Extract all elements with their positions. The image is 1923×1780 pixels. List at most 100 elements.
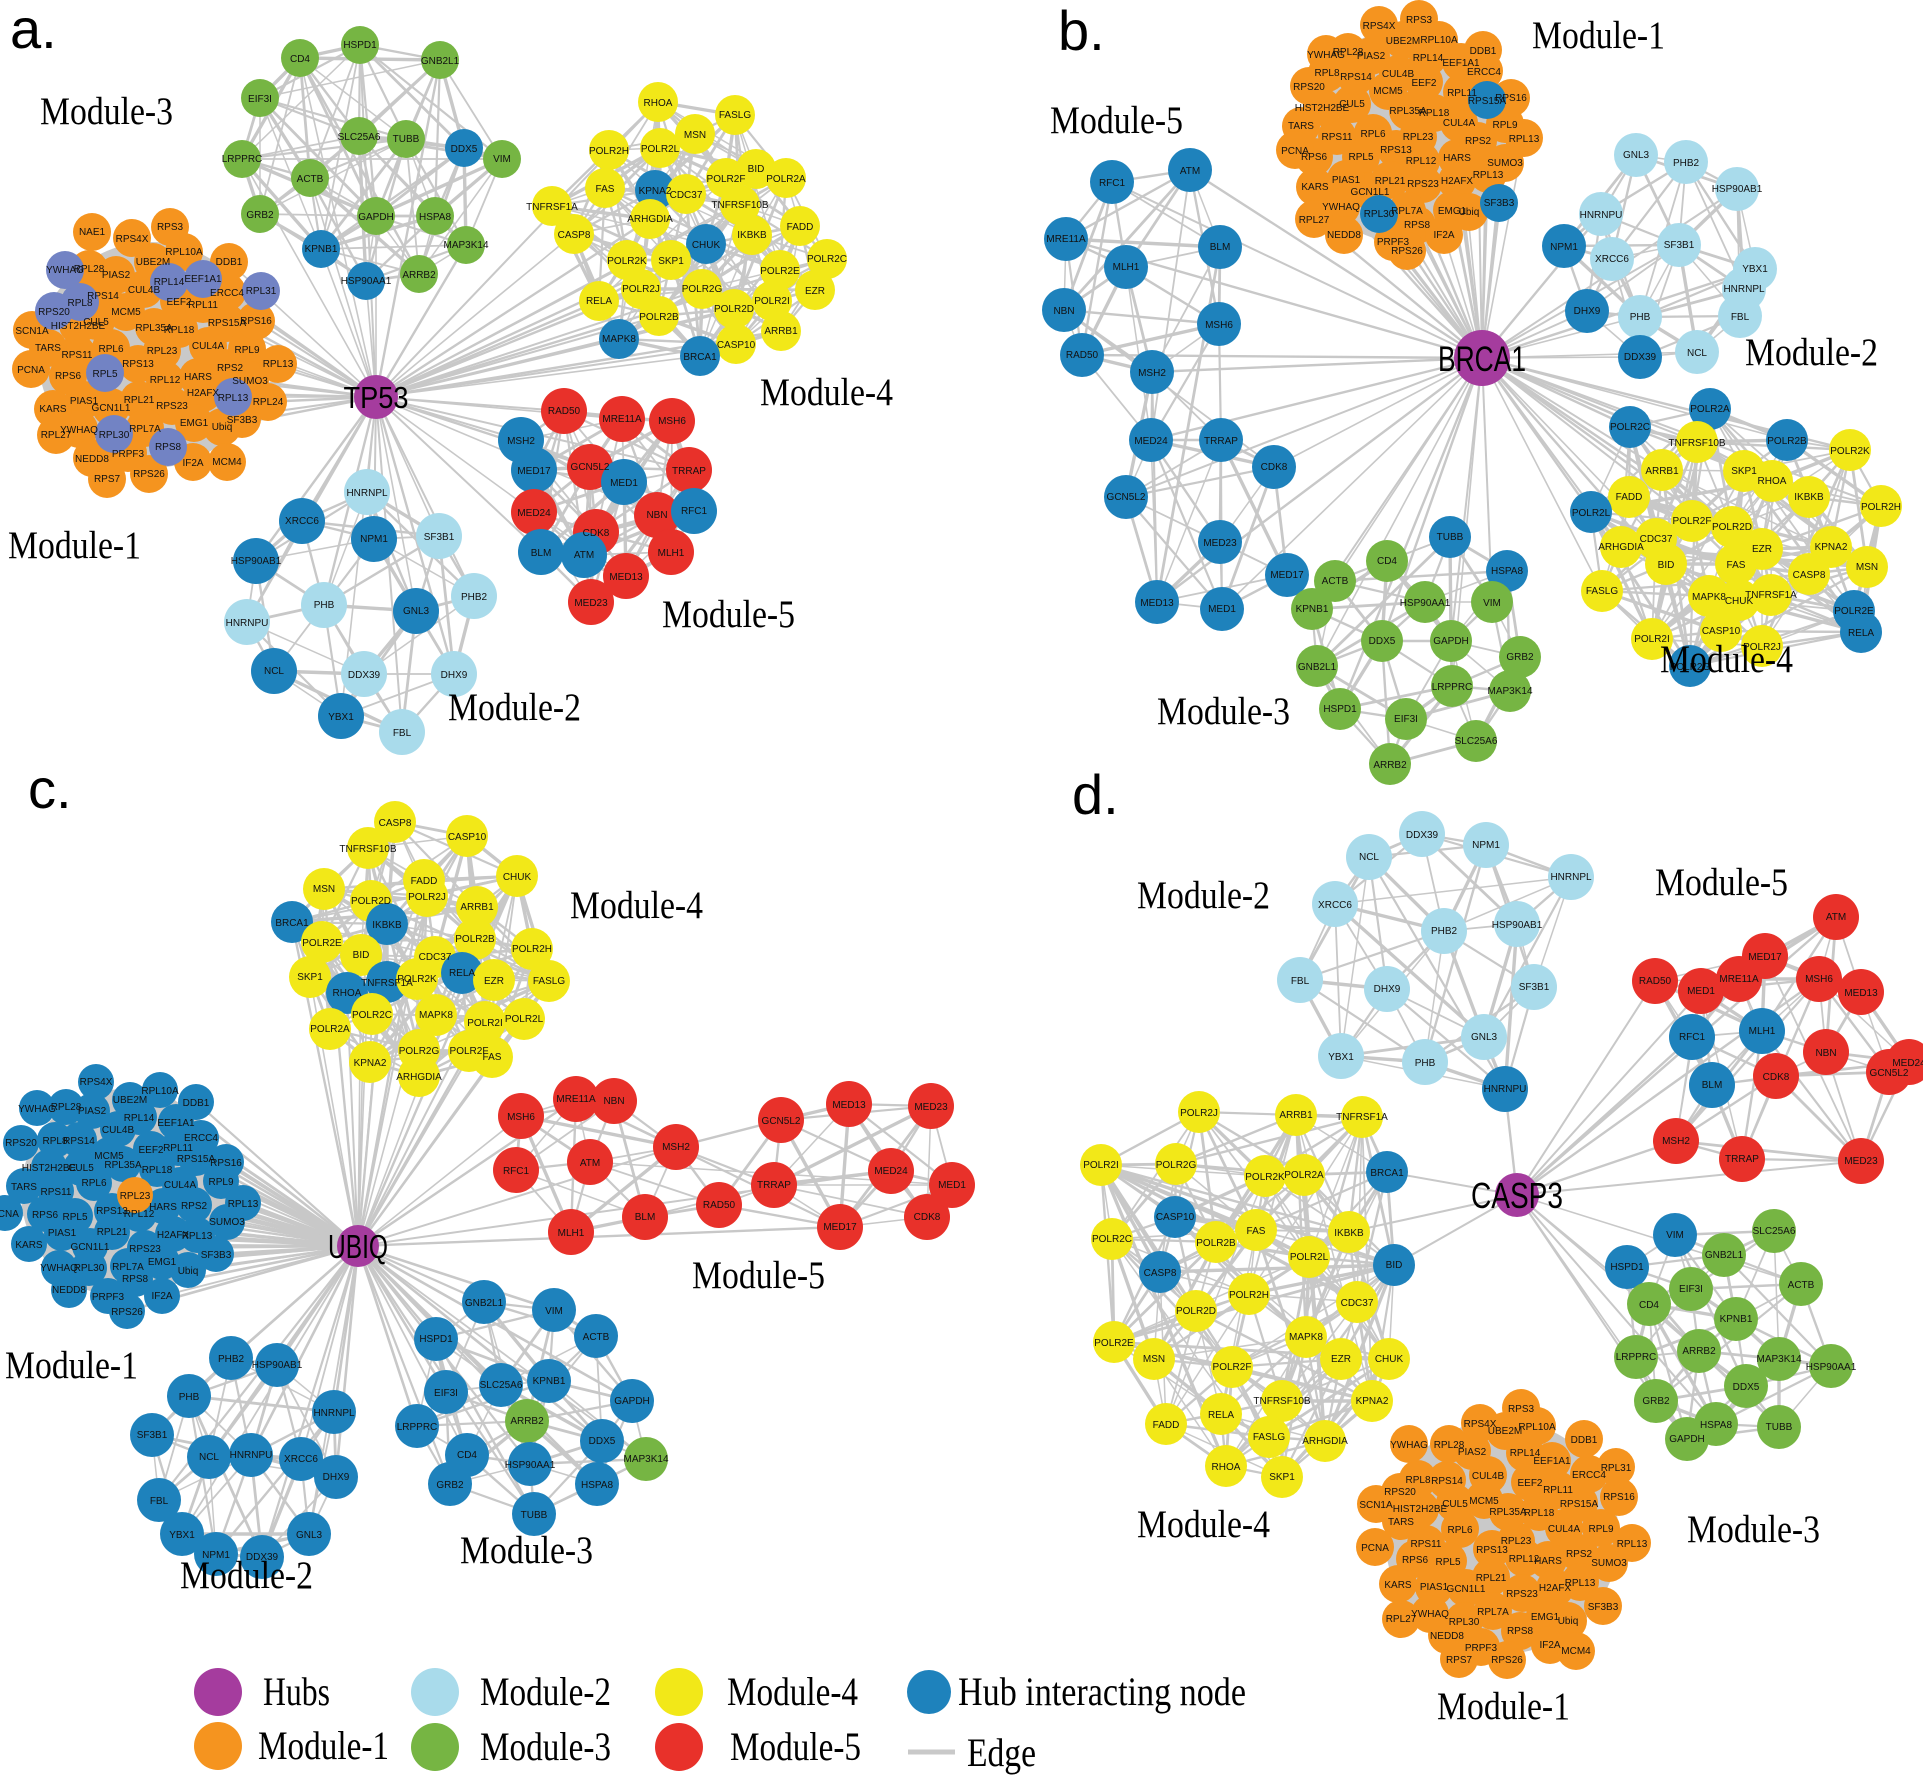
svg-text:HIST2H2BE: HIST2H2BE — [51, 321, 106, 332]
svg-text:HSPA8: HSPA8 — [581, 1480, 613, 1491]
svg-text:RPS14: RPS14 — [63, 1136, 95, 1147]
svg-text:POLR2C: POLR2C — [807, 254, 847, 265]
svg-text:IF2A: IF2A — [151, 1291, 172, 1302]
svg-text:GAPDH: GAPDH — [614, 1396, 650, 1407]
svg-text:SF3B1: SF3B1 — [424, 532, 455, 543]
svg-text:RPL9: RPL9 — [234, 345, 259, 356]
svg-text:CUL4A: CUL4A — [164, 1180, 197, 1191]
svg-text:Module-5: Module-5 — [662, 593, 795, 636]
svg-text:RPL28: RPL28 — [1333, 47, 1364, 58]
svg-text:RPS26: RPS26 — [1491, 1655, 1523, 1666]
svg-text:SLC25A6: SLC25A6 — [338, 132, 381, 143]
svg-text:MED13: MED13 — [1140, 598, 1174, 609]
svg-text:SUMO3: SUMO3 — [232, 376, 268, 387]
svg-text:GNL3: GNL3 — [1471, 1032, 1498, 1043]
svg-text:RPL23: RPL23 — [1403, 132, 1434, 143]
svg-text:NBN: NBN — [1815, 1048, 1836, 1059]
svg-text:CDK8: CDK8 — [1763, 1072, 1790, 1083]
svg-text:RPS7: RPS7 — [94, 474, 121, 485]
svg-text:KPNB1: KPNB1 — [533, 1376, 566, 1387]
svg-text:GAPDH: GAPDH — [1669, 1434, 1705, 1445]
svg-text:RPL12: RPL12 — [1406, 156, 1437, 167]
svg-text:RPS11: RPS11 — [62, 350, 93, 361]
svg-text:ERCC4: ERCC4 — [184, 1133, 218, 1144]
svg-text:Ubiq: Ubiq — [178, 1266, 199, 1277]
svg-text:POLR2G: POLR2G — [1156, 1160, 1197, 1171]
svg-text:Module-3: Module-3 — [480, 1724, 611, 1769]
svg-text:EEF2: EEF2 — [1411, 78, 1436, 89]
svg-text:RPL11: RPL11 — [163, 1143, 193, 1154]
svg-text:RPS6: RPS6 — [32, 1210, 59, 1221]
svg-text:BLM: BLM — [1210, 242, 1231, 253]
svg-text:FADD: FADD — [1616, 492, 1643, 503]
svg-text:DHX9: DHX9 — [441, 670, 468, 681]
svg-text:XRCC6: XRCC6 — [285, 516, 319, 527]
svg-text:RPL11: RPL11 — [1447, 88, 1477, 99]
svg-text:RPS2: RPS2 — [181, 1201, 208, 1212]
svg-text:RPL7A: RPL7A — [1391, 206, 1423, 217]
svg-text:Module-2: Module-2 — [448, 686, 581, 729]
svg-text:HNRNPL: HNRNPL — [313, 1408, 355, 1419]
svg-text:ARHGDIA: ARHGDIA — [1302, 1436, 1348, 1447]
svg-text:SKP1: SKP1 — [1269, 1472, 1295, 1483]
svg-text:HSPD1: HSPD1 — [419, 1334, 453, 1345]
svg-text:DDX39: DDX39 — [1624, 352, 1657, 363]
svg-text:TUBB: TUBB — [1437, 532, 1464, 543]
svg-text:RPL5: RPL5 — [62, 1212, 87, 1223]
svg-text:POLR2E: POLR2E — [1834, 606, 1874, 617]
svg-text:H2AFX: H2AFX — [1539, 1583, 1572, 1594]
svg-text:RPS15A: RPS15A — [1560, 1499, 1599, 1510]
svg-text:RPS11: RPS11 — [41, 1187, 72, 1198]
svg-text:RPL21: RPL21 — [97, 1227, 128, 1238]
svg-text:NBN: NBN — [1053, 306, 1074, 317]
svg-text:RPS2: RPS2 — [217, 363, 244, 374]
svg-text:SF3B3: SF3B3 — [201, 1250, 232, 1261]
svg-text:RPL24: RPL24 — [253, 397, 284, 408]
svg-text:CHUK: CHUK — [692, 240, 721, 251]
svg-text:SKP1: SKP1 — [658, 256, 684, 267]
svg-text:MRE11A: MRE11A — [1719, 974, 1759, 985]
svg-text:SLC25A6: SLC25A6 — [1753, 1226, 1796, 1237]
svg-text:YWHAQ: YWHAQ — [60, 425, 98, 436]
svg-text:SLC25A6: SLC25A6 — [1455, 736, 1498, 747]
svg-text:TUBB: TUBB — [1766, 1422, 1793, 1433]
svg-text:MAPK8: MAPK8 — [1692, 592, 1726, 603]
svg-text:HSP90AB1: HSP90AB1 — [1712, 184, 1763, 195]
svg-text:POLR2J: POLR2J — [1743, 642, 1781, 653]
svg-text:Edge: Edge — [967, 1730, 1036, 1775]
svg-text:TRRAP: TRRAP — [1725, 1154, 1759, 1165]
svg-text:RPL14: RPL14 — [1413, 53, 1444, 64]
svg-text:GCN1L1: GCN1L1 — [71, 1242, 110, 1253]
svg-text:RPL27: RPL27 — [1299, 215, 1330, 226]
svg-text:RPS4X: RPS4X — [80, 1077, 113, 1088]
svg-text:FASLG: FASLG — [533, 976, 565, 987]
svg-text:PIAS2: PIAS2 — [1458, 1447, 1487, 1458]
svg-text:RPS26: RPS26 — [111, 1307, 143, 1318]
svg-text:TP53: TP53 — [344, 380, 409, 415]
svg-text:CDC37: CDC37 — [1341, 1298, 1374, 1309]
svg-text:RPL13: RPL13 — [228, 1199, 259, 1210]
svg-text:POLR2F: POLR2F — [450, 1046, 489, 1057]
svg-text:POLR2D: POLR2D — [1712, 522, 1752, 533]
svg-text:RPL30: RPL30 — [1364, 209, 1395, 220]
svg-text:SF3B1: SF3B1 — [1664, 240, 1695, 251]
svg-text:RPL7A: RPL7A — [112, 1262, 144, 1273]
svg-text:MRE11A: MRE11A — [556, 1094, 596, 1105]
svg-text:DDX39: DDX39 — [348, 670, 381, 681]
svg-text:CDC37: CDC37 — [1640, 534, 1673, 545]
svg-text:HSPD1: HSPD1 — [1323, 704, 1357, 715]
svg-text:PRPF3: PRPF3 — [92, 1292, 125, 1303]
svg-text:Module-1: Module-1 — [258, 1723, 389, 1768]
svg-text:RPS26: RPS26 — [1391, 246, 1423, 257]
svg-text:ARRB2: ARRB2 — [402, 270, 436, 281]
svg-text:BID: BID — [353, 950, 370, 961]
svg-text:RPL8: RPL8 — [1314, 68, 1339, 79]
svg-text:RPS8: RPS8 — [155, 442, 182, 453]
svg-text:RPS23: RPS23 — [1407, 179, 1439, 190]
svg-text:HIST2H2BE: HIST2H2BE — [1295, 103, 1350, 114]
svg-text:POLR2J: POLR2J — [408, 892, 446, 903]
svg-text:RPL23: RPL23 — [120, 1191, 151, 1202]
svg-text:POLR2G: POLR2G — [682, 284, 723, 295]
svg-text:RHOA: RHOA — [1212, 1462, 1241, 1473]
svg-text:MED13: MED13 — [832, 1100, 866, 1111]
